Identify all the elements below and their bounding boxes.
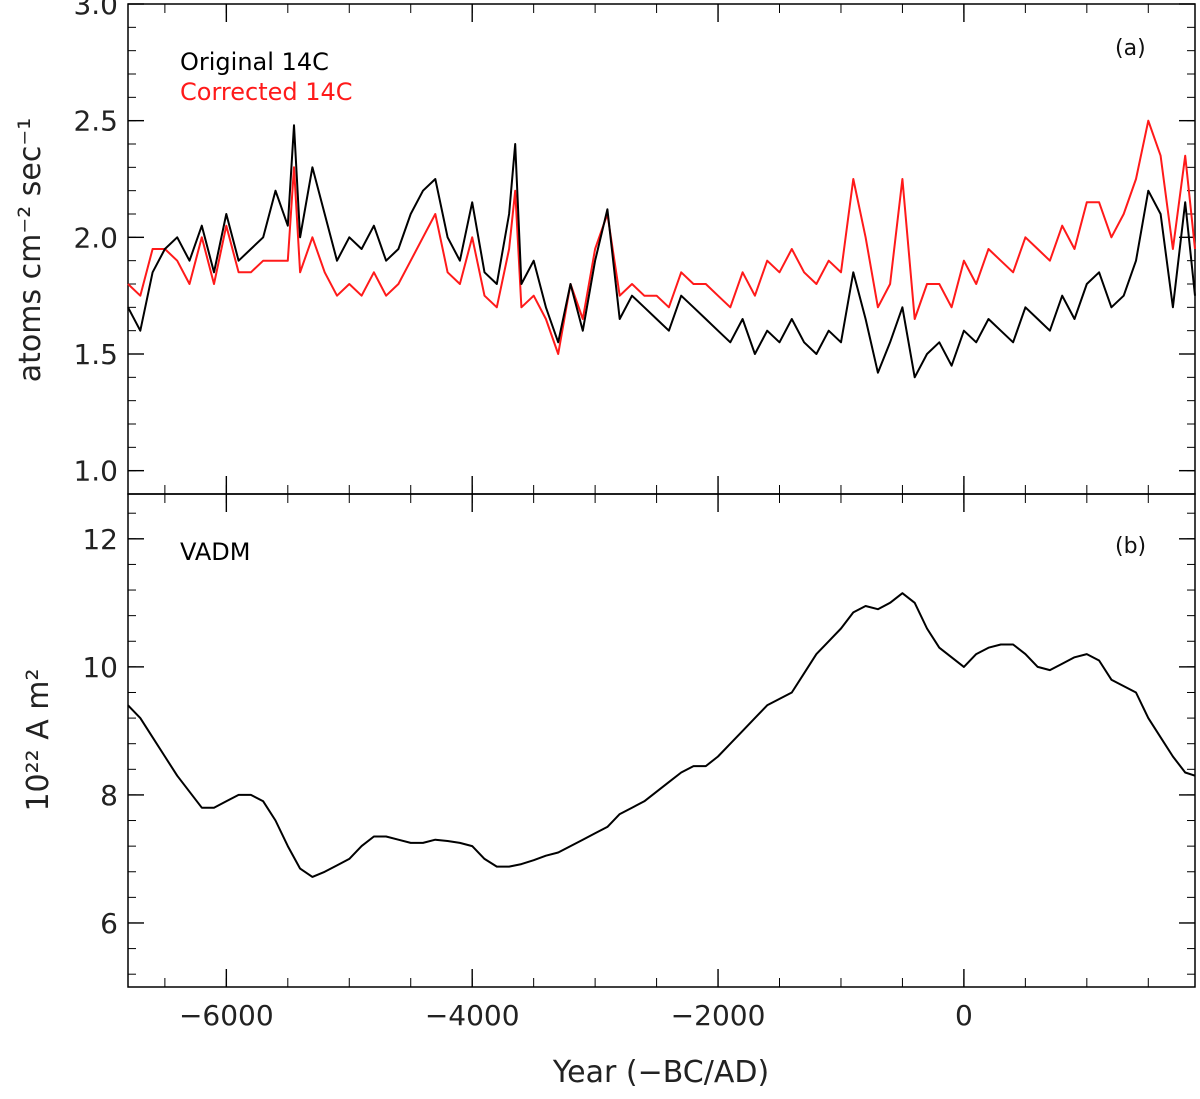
series-line-original-14c (127, 124, 1196, 379)
panel-a: 1.0 1.5 2.0 2.5 3.0 (a) Original 14C Correct… (13, 0, 1196, 495)
x-tick-label: −6000 (179, 999, 274, 1032)
panel-b: 6 8 10 12 −6000 −4000 −2000 0 (b) VADM 10²² A m… (21, 493, 1196, 1090)
series-line-corrected-14c (127, 119, 1196, 355)
legend-corrected-14c: Corrected 14C (180, 78, 353, 106)
panel-b-ytick-label: 8 (100, 779, 118, 812)
x-axis-title: Year (−BC/AD) (552, 1055, 769, 1090)
panel-a-series (127, 119, 1196, 379)
x-tick-label: 0 (955, 999, 973, 1032)
panel-a-ytick-label: 1.0 (73, 455, 118, 488)
panel-a-ytick-label: 1.5 (73, 338, 118, 371)
panel-b-ticks: 6 8 10 12 −6000 −4000 −2000 0 (82, 494, 1195, 1032)
panel-b-series (127, 592, 1196, 878)
legend-vadm: VADM (180, 538, 251, 566)
panel-a-ytick-label: 2.0 (73, 221, 118, 254)
panel-b-frame (127, 493, 1196, 988)
panel-a-ytick-label: 2.5 (73, 105, 118, 138)
panel-b-ytick-label: 12 (82, 523, 118, 556)
legend-original-14c: Original 14C (180, 48, 329, 76)
panel-b-label: (b) (1115, 534, 1146, 559)
x-tick-label: −2000 (671, 999, 766, 1032)
panel-b-ytick-label: 6 (100, 907, 118, 940)
panel-b-ylabel: 10²² A m² (21, 668, 56, 811)
series-line-vadm (127, 592, 1196, 878)
panel-a-ylabel: atoms cm⁻² sec⁻¹ (13, 118, 48, 382)
panel-a-label: (a) (1115, 36, 1146, 61)
panel-b-ytick-label: 10 (82, 651, 118, 684)
panel-a-ytick-label: 3.0 (73, 0, 118, 21)
x-tick-label: −4000 (425, 999, 520, 1032)
